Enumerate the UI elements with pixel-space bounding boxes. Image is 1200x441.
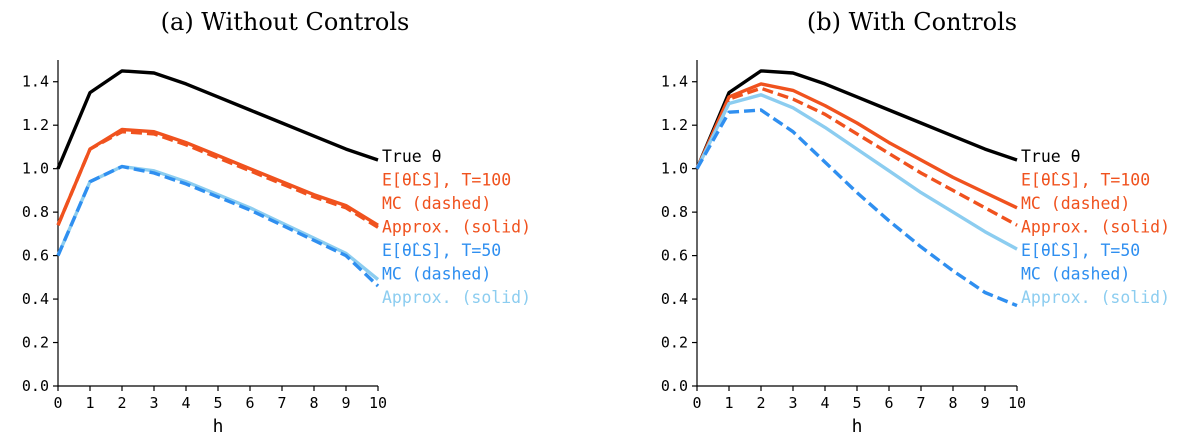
legend-entry: Approx. (solid) [1021,288,1170,307]
series-line-t50_mc-dashed [695,108,1018,308]
x-tick-label: 2 [117,394,126,412]
series-line-t50_approx-solid [695,93,1018,251]
y-tick-label: 0.2 [22,334,49,352]
y-tick-label: 0.0 [661,377,688,395]
x-tick-label: 1 [85,394,94,412]
x-tick-label: 9 [341,394,350,412]
series-line-t100-solid [695,82,1018,210]
x-tick-label: 9 [980,394,989,412]
x-tick-label: 5 [852,394,861,412]
legend-entry: Approx. (solid) [1021,217,1170,236]
legend-entry: True θ [1021,147,1081,166]
y-tick-label: 0.4 [22,290,49,308]
y-tick-label: 1.2 [661,116,688,134]
x-tick-label: 6 [884,394,893,412]
series-line-true-solid [695,69,1018,170]
chart-title: (a) Without Controls [161,8,410,36]
x-tick-label: 10 [1008,394,1026,412]
series-line-t50_approx-solid [56,164,380,281]
series-line-true-solid [56,69,379,170]
chart-title: (b) With Controls [807,8,1017,36]
x-tick-label: 8 [309,394,318,412]
y-tick-label: 1.2 [22,116,49,134]
x-tick-label: 5 [213,394,222,412]
legend-entry: MC (dashed) [382,264,491,283]
y-tick-label: 1.4 [661,73,688,91]
legend-entry: Approx. (solid) [382,288,531,307]
y-tick-label: 1.0 [22,160,49,178]
y-tick-label: 1.0 [661,160,688,178]
x-tick-label: 0 [692,394,701,412]
x-axis-label: h [213,416,224,437]
legend-entry: Approx. (solid) [382,217,531,236]
y-tick-label: 0.8 [22,203,49,221]
y-tick-label: 0.6 [661,247,688,265]
x-tick-label: 8 [948,394,957,412]
x-tick-label: 2 [756,394,765,412]
series-line-t50_mc-dashed [56,164,380,288]
legend-entry: E[θ̂LS], T=100 [1021,170,1150,189]
legend-entry: E[θ̂LS], T=50 [1021,241,1140,260]
y-tick-label: 0.2 [661,334,688,352]
legend-entry: MC (dashed) [382,194,491,213]
y-tick-label: 0.4 [661,290,688,308]
axes-spines [57,60,378,387]
x-tick-label: 3 [149,394,158,412]
legend-entry: E[θ̂LS], T=50 [382,241,501,260]
y-tick-label: 1.4 [22,73,49,91]
legend-entry: MC (dashed) [1021,194,1130,213]
x-tick-label: 1 [724,394,733,412]
legend-entry: E[θ̂LS], T=100 [382,170,511,189]
y-tick-label: 0.6 [22,247,49,265]
x-tick-label: 6 [245,394,254,412]
series-line-t100-dashed [56,129,379,229]
legend-entry: True θ [382,147,442,166]
x-tick-label: 0 [53,394,62,412]
x-tick-label: 4 [820,394,829,412]
y-tick-label: 0.8 [661,203,688,221]
series-line-t100-solid [56,127,379,227]
x-axis-label: h [852,416,863,437]
legend-entry: MC (dashed) [1021,264,1130,283]
x-tick-label: 10 [369,394,387,412]
series-line-t100-dashed [695,86,1018,227]
chart-panel-b: (b) With Controls 0.0 0.2 0.4 0.6 0.8 1.0 1.2 1.… [661,8,1170,437]
x-tick-label: 3 [788,394,797,412]
x-tick-label: 7 [277,394,286,412]
chart-panel-a: (a) Without Controls 0.0 0.2 0.4 0.6 0.8 1.0 1.… [22,8,531,437]
x-tick-label: 7 [916,394,925,412]
y-tick-label: 0.0 [22,377,49,395]
x-tick-label: 4 [181,394,190,412]
